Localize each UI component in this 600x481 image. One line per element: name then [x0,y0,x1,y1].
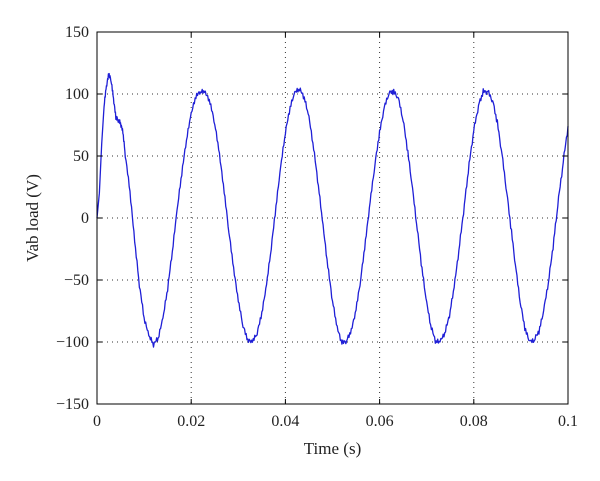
y-tick-labels: −150 −100 −50 0 50 100 150 [56,24,89,413]
x-tick-label: 0.08 [460,413,488,430]
series-layer [96,72,569,348]
y-axis-label: Vab load (V) [23,174,42,262]
y-tick-label: −150 [56,396,89,413]
x-axis-label: Time (s) [304,439,361,458]
x-tick-label: 0.02 [177,413,205,430]
x-tick-label: 0 [93,413,101,430]
axis-ticks [96,31,569,405]
y-tick-label: −100 [56,334,89,351]
y-tick-label: 100 [65,86,89,103]
y-tick-label: 150 [65,24,89,41]
y-tick-label: 0 [81,210,89,227]
series-line [96,72,569,348]
x-tick-label: 0.04 [271,413,299,430]
x-tick-label: 0.1 [558,413,578,430]
x-tick-label: 0.06 [366,413,394,430]
grid-lines [97,32,568,404]
y-tick-label: −50 [64,272,89,289]
y-tick-label: 50 [73,148,89,165]
x-tick-labels: 0 0.02 0.04 0.06 0.08 0.1 [93,413,578,430]
